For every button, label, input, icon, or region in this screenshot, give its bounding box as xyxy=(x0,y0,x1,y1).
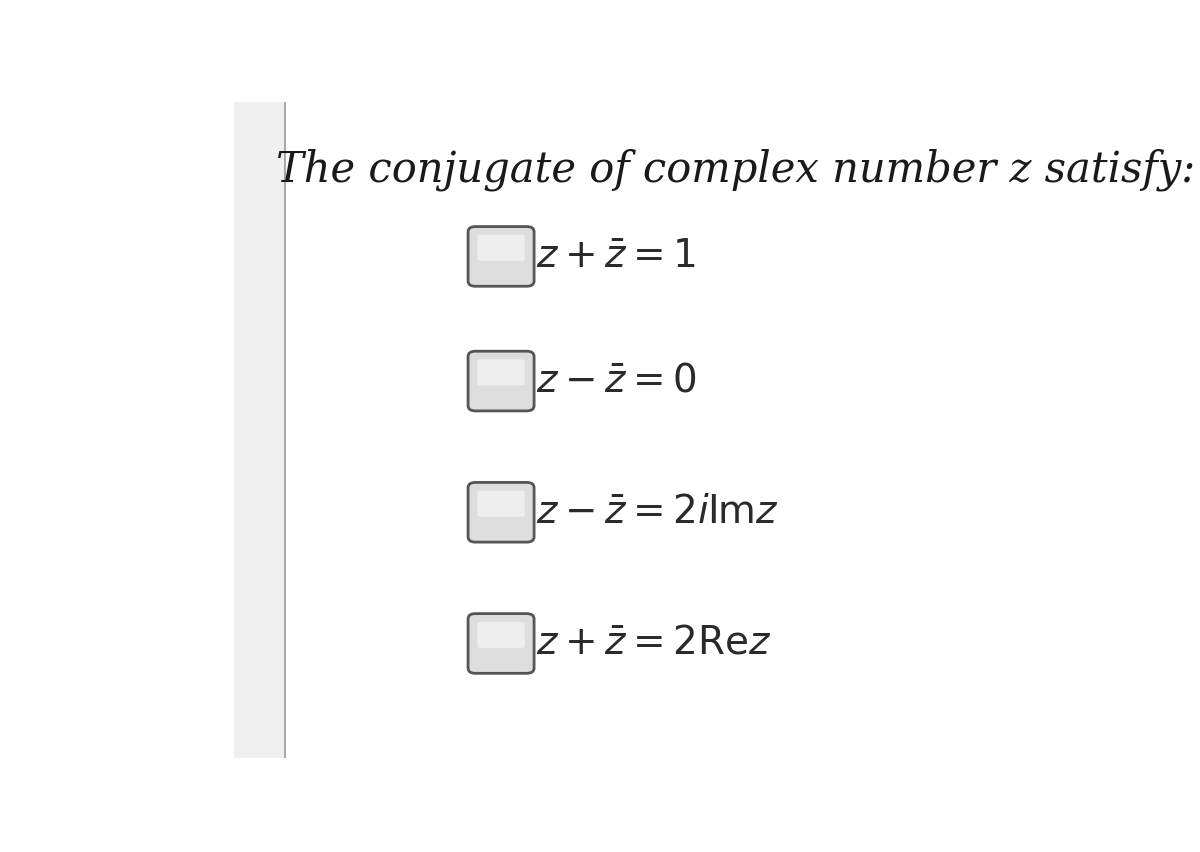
Text: $z-\bar{z}=2i\mathrm{Im}z$: $z-\bar{z}=2i\mathrm{Im}z$ xyxy=(536,494,779,531)
FancyBboxPatch shape xyxy=(468,482,534,542)
Text: $z+\bar{z}=2\mathrm{Re}z$: $z+\bar{z}=2\mathrm{Re}z$ xyxy=(536,625,772,662)
FancyBboxPatch shape xyxy=(468,613,534,673)
Text: The conjugate of complex number z satisfy:: The conjugate of complex number z satisf… xyxy=(276,148,1195,191)
Bar xyxy=(234,102,284,758)
FancyBboxPatch shape xyxy=(478,491,524,516)
FancyBboxPatch shape xyxy=(468,351,534,411)
FancyBboxPatch shape xyxy=(478,235,524,261)
FancyBboxPatch shape xyxy=(478,360,524,385)
FancyBboxPatch shape xyxy=(478,622,524,648)
Text: $z-\bar{z}=0$: $z-\bar{z}=0$ xyxy=(536,363,696,400)
Text: $z+\bar{z}=1$: $z+\bar{z}=1$ xyxy=(536,238,696,275)
FancyBboxPatch shape xyxy=(468,227,534,286)
